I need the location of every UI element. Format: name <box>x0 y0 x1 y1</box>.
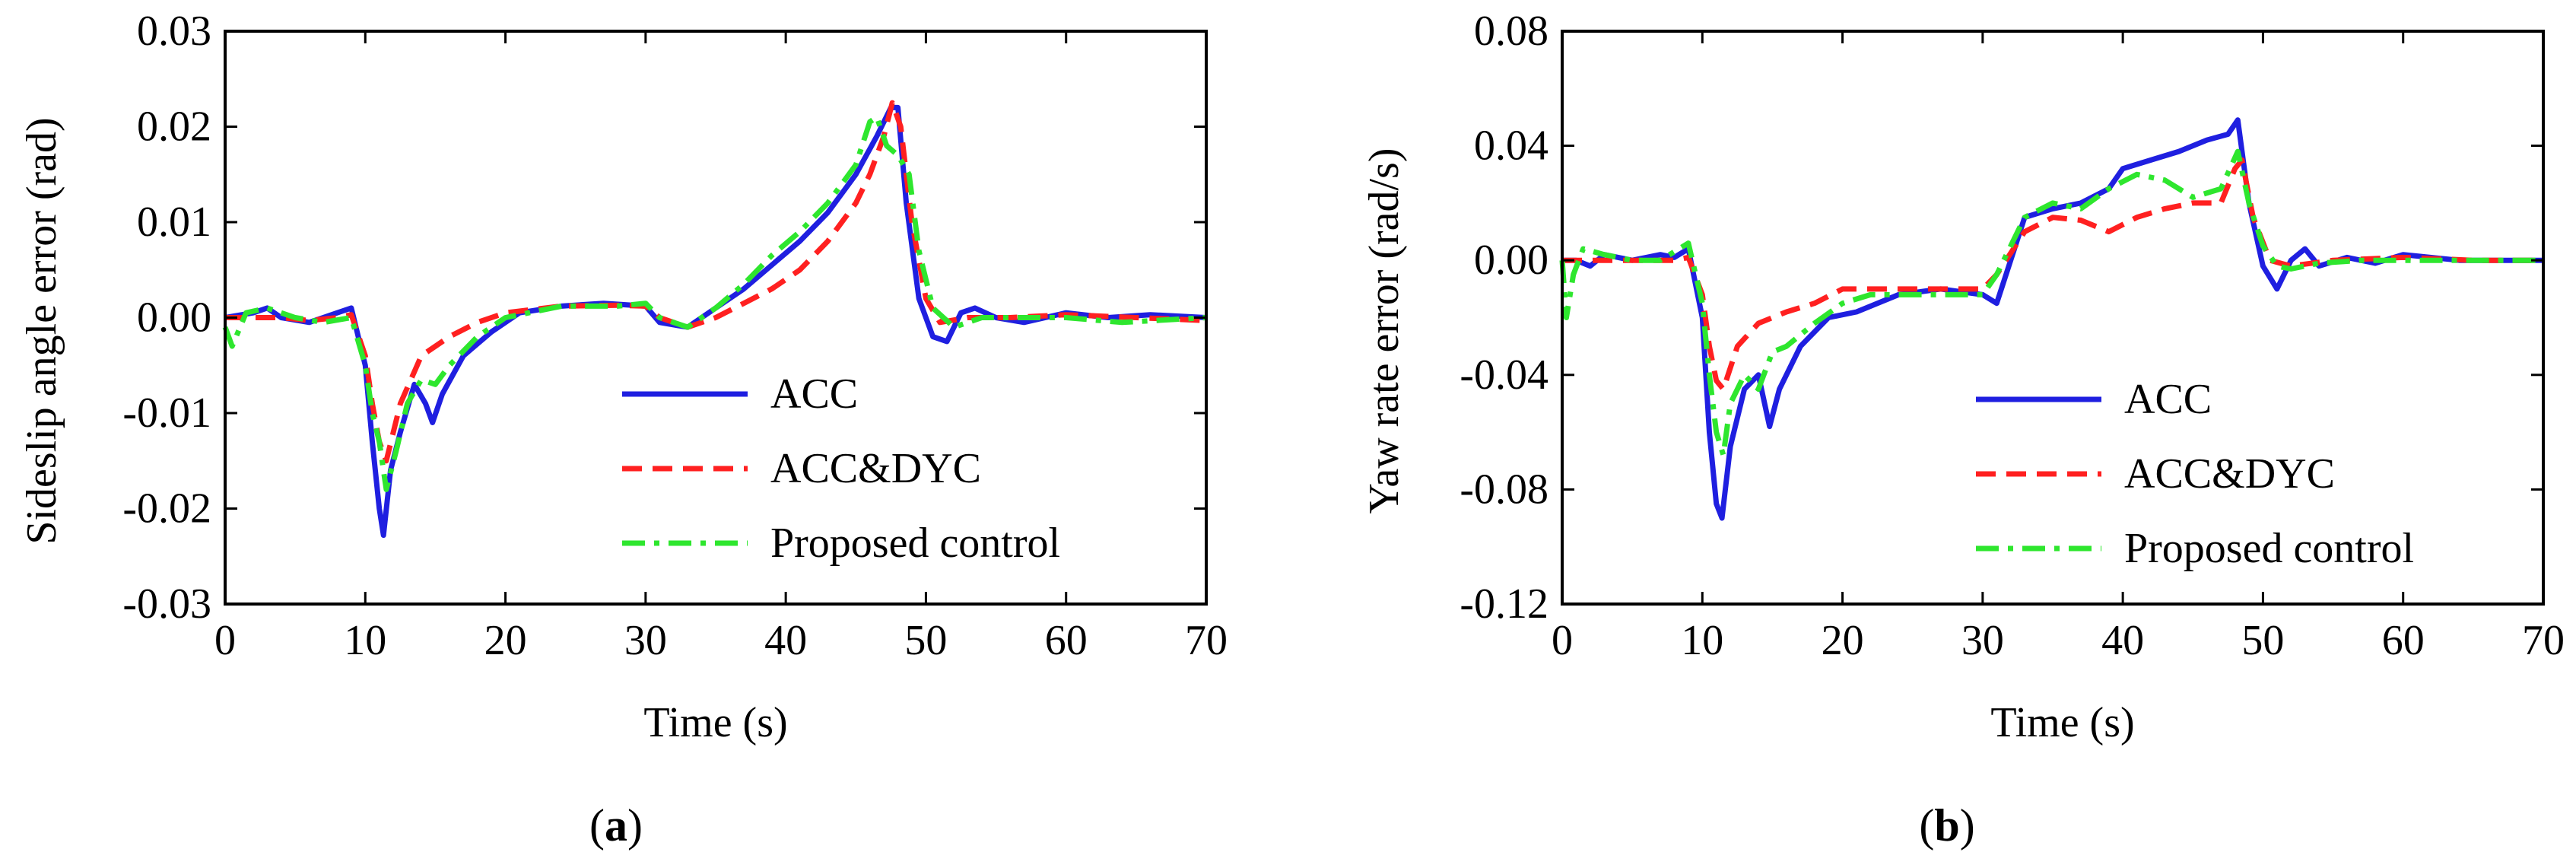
panel-b-x-tick-label: 20 <box>1822 617 1864 664</box>
panel-b-caption-letter: b <box>1934 800 1959 851</box>
panel-a-y-tick-label: -0.03 <box>122 580 211 628</box>
panel-b-series-line-acc <box>1562 117 2543 521</box>
panel-b-legend-label: ACC <box>2124 376 2212 423</box>
panel-b-y-tick-label: 0.08 <box>1474 8 1548 55</box>
panel-b-y-tick-label: -0.04 <box>1460 351 1548 399</box>
panel-b: 0 10 20 30 40 50 60 70 0.08 0.04 0.00 -0.04 -0.08 -0.… <box>1361 8 2565 851</box>
panel-b-x-tick-label: 60 <box>2382 617 2425 664</box>
panel-b-series-line-acc-dyc <box>1562 157 2543 393</box>
panel-b-plot-area: 0 10 20 30 40 50 60 70 0.08 0.04 0.00 -0.04 -0.08 -0.… <box>1460 8 2565 664</box>
panel-b-axes-frame <box>1561 30 2545 606</box>
panel-a-x-tick-label: 60 <box>1045 617 1088 664</box>
panel-b-caption: (b) <box>1919 800 1974 851</box>
panel-b-legend-label: ACC&DYC <box>2124 450 2335 498</box>
panel-a-y-tick-label: 0.01 <box>137 199 211 246</box>
panel-b-x-tick-label: 10 <box>1681 617 1723 664</box>
panel-a-x-tick-label: 40 <box>764 617 807 664</box>
panel-b-y-tick-label: -0.08 <box>1460 466 1548 513</box>
panel-b-y-tick-label: -0.12 <box>1460 580 1548 628</box>
panel-b-x-tick-label: 70 <box>2522 617 2565 664</box>
panel-b-x-tick-label: 0 <box>1552 617 1573 664</box>
panel-b-x-tick-label: 30 <box>1961 617 2004 664</box>
panel-a-y-tick-label: -0.01 <box>122 389 211 437</box>
panel-a-x-tick-label: 50 <box>904 617 947 664</box>
panel-a: 0 10 20 30 40 50 60 70 0.03 0.02 0.01 0.00 -0.01 -0.0… <box>18 8 1228 851</box>
panel-a-y-tick-label: 0.02 <box>137 103 211 151</box>
panel-a-x-tick-label: 30 <box>624 617 667 664</box>
panel-a-legend-label: ACC <box>770 370 858 418</box>
panel-b-x-tick-label: 50 <box>2241 617 2284 664</box>
panel-a-y-tick-label: 0.00 <box>137 294 211 342</box>
panel-b-legend-label: Proposed control <box>2124 525 2414 572</box>
panel-a-y-tick-label: 0.03 <box>137 8 211 55</box>
panel-b-x-axis-title: Time (s) <box>1990 699 2134 746</box>
panel-a-x-tick-label: 10 <box>344 617 386 664</box>
panel-b-legend: ACC ACC&DYC Proposed control <box>1976 376 2414 572</box>
panel-b-x-tick-label: 40 <box>2101 617 2144 664</box>
panel-a-plot-area: 0 10 20 30 40 50 60 70 0.03 0.02 0.01 0.00 -0.01 -0.0… <box>122 8 1228 664</box>
panel-a-y-tick-label: -0.02 <box>122 485 211 533</box>
panel-b-y-tick-label: 0.04 <box>1474 122 1548 170</box>
panel-a-x-tick-label: 0 <box>214 617 236 664</box>
panel-a-legend-label: Proposed control <box>770 520 1060 567</box>
panel-a-x-tick-label: 70 <box>1185 617 1228 664</box>
panel-a-x-tick-label: 20 <box>484 617 527 664</box>
panel-a-x-axis-title: Time (s) <box>643 699 787 746</box>
panel-a-legend: ACC ACC&DYC Proposed control <box>622 370 1060 567</box>
panel-a-legend-label: ACC&DYC <box>770 445 981 492</box>
panel-a-caption-letter: a <box>605 800 627 851</box>
panel-a-series-line-proposed-control <box>222 114 1207 492</box>
panel-a-caption: (a) <box>589 800 643 851</box>
panel-a-y-axis-title: Sideslip angle error (rad) <box>18 117 65 544</box>
panel-a-series-line-acc-dyc <box>225 100 1207 464</box>
panel-b-y-tick-label: 0.00 <box>1474 237 1548 284</box>
panel-b-y-axis-title: Yaw rate error (rad/s) <box>1361 148 1408 513</box>
